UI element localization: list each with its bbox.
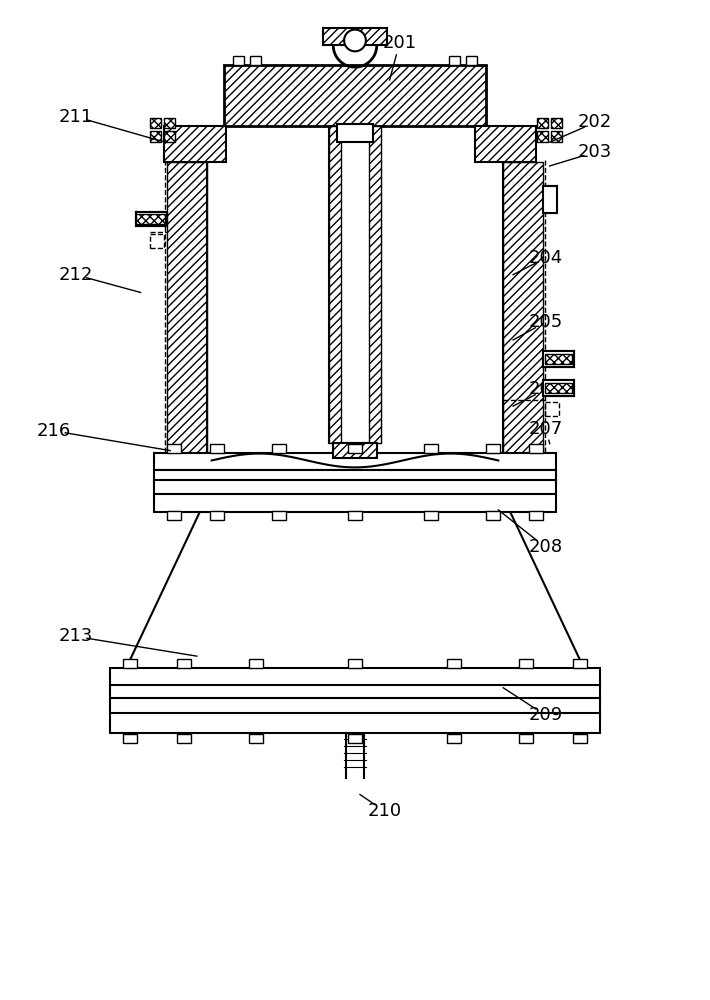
Bar [154, 494, 556, 512]
Bar [110, 685, 600, 700]
Text: 208: 208 [529, 538, 563, 556]
Bar [164, 126, 226, 162]
Bar [447, 734, 461, 743]
Bar [123, 734, 136, 743]
Bar [224, 65, 486, 126]
Bar [164, 131, 175, 142]
Bar [574, 659, 587, 668]
Bar [177, 734, 191, 743]
Bar [168, 511, 181, 520]
Bar [250, 56, 261, 65]
Bar [164, 118, 175, 128]
Bar [486, 444, 501, 453]
Bar [323, 28, 387, 45]
Bar [537, 118, 547, 128]
Bar [168, 444, 181, 453]
Text: 210: 210 [368, 802, 402, 820]
Text: 205: 205 [529, 313, 563, 331]
Text: 201: 201 [383, 34, 417, 52]
Bar [151, 131, 161, 142]
Bar [272, 511, 286, 520]
Text: 206: 206 [529, 380, 563, 398]
Bar [110, 713, 600, 733]
Bar [529, 444, 542, 453]
Bar [542, 380, 574, 396]
Bar [209, 444, 224, 453]
Polygon shape [118, 512, 592, 686]
Bar [551, 118, 562, 128]
Bar [154, 453, 556, 470]
Bar [368, 126, 381, 443]
Bar [447, 659, 461, 668]
Text: 216: 216 [36, 422, 71, 440]
Bar [151, 118, 161, 128]
Bar [272, 444, 286, 453]
Bar [249, 734, 263, 743]
Bar [519, 734, 533, 743]
Bar [123, 659, 136, 668]
Bar [136, 214, 165, 224]
Bar [545, 354, 572, 364]
Bar [424, 444, 438, 453]
Bar [424, 511, 438, 520]
Bar [168, 162, 207, 470]
Bar [348, 659, 362, 668]
Bar [551, 131, 562, 142]
Bar [209, 511, 224, 520]
Bar [449, 56, 460, 65]
Text: 202: 202 [578, 113, 612, 131]
Circle shape [344, 30, 366, 51]
Bar [542, 186, 557, 213]
Text: 204: 204 [529, 249, 563, 267]
Text: 207: 207 [529, 420, 563, 438]
Bar [486, 511, 501, 520]
Bar [545, 383, 572, 393]
Text: 213: 213 [58, 627, 92, 645]
Text: 203: 203 [578, 143, 612, 161]
Bar [154, 470, 556, 482]
Bar [574, 734, 587, 743]
Bar [348, 734, 362, 743]
Bar [110, 698, 600, 715]
Bar [249, 659, 263, 668]
Bar [136, 212, 168, 226]
Bar [474, 126, 536, 162]
Bar [154, 480, 556, 496]
Bar [177, 659, 191, 668]
Text: 212: 212 [58, 266, 92, 284]
Bar [342, 126, 368, 443]
Text: 209: 209 [529, 706, 563, 724]
Bar [348, 511, 362, 520]
Bar [542, 351, 574, 367]
Bar [329, 126, 342, 443]
Bar [348, 444, 362, 453]
Bar [529, 511, 542, 520]
Bar [519, 659, 533, 668]
Bar [110, 668, 600, 686]
Bar [333, 443, 377, 458]
Bar [537, 131, 547, 142]
Text: 211: 211 [58, 108, 92, 126]
Bar [337, 124, 373, 142]
Bar [234, 56, 244, 65]
Bar [503, 162, 542, 470]
Bar [466, 56, 476, 65]
